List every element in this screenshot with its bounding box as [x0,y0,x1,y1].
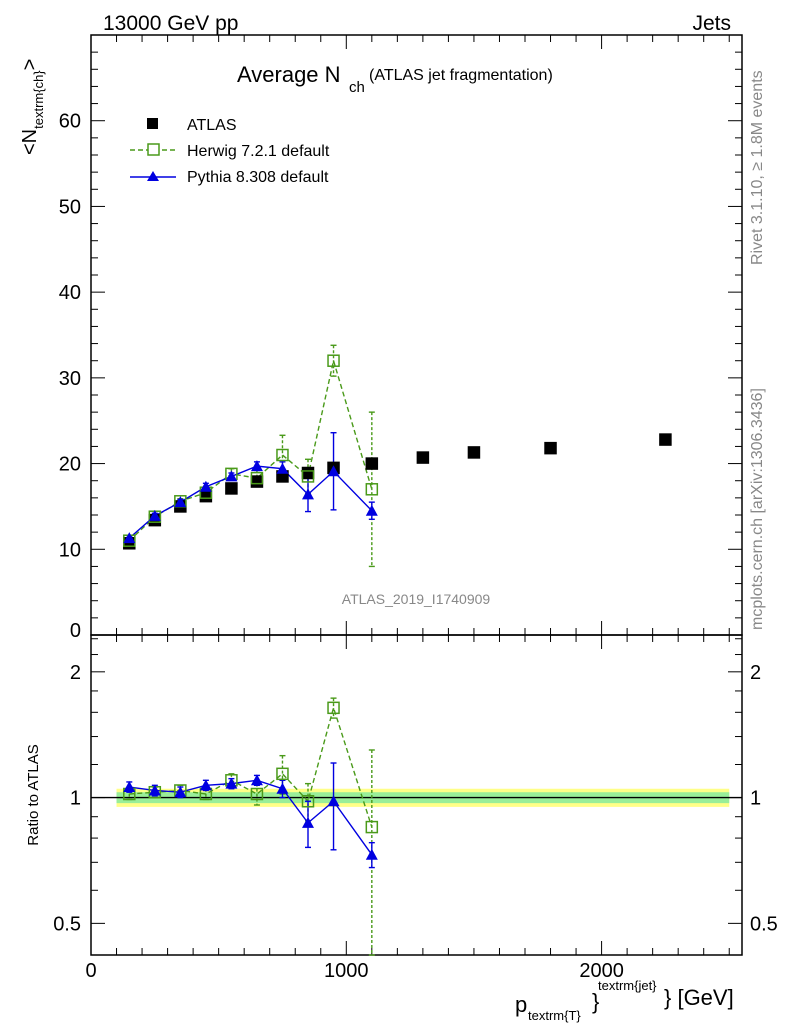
herwig-ratio-line [129,705,373,828]
herwig-point [301,470,315,483]
x-tick-label: 1000 [324,960,369,982]
atlas-point [301,466,315,480]
pythia-point [327,465,340,477]
title-extra: (ATLAS jet fragmentation) [369,67,553,84]
y-tick-label-main: 30 [59,368,81,390]
herwig-ratio-point [365,820,379,834]
ylabel-main-start: <N [19,129,41,155]
process-label: Jets [692,12,731,35]
herwig-ratio-point [301,795,315,808]
herwig-ratio-point [276,767,289,781]
axis-ticks: 0 1000 2000 10 20 30 40 50 60 0 0.5 0.5 1 1 2 2 [53,34,778,982]
pythia-point [174,496,187,508]
y-tick-label-main: 60 [59,111,81,133]
y-tick-label-ratio-right: 2 [750,662,761,684]
herwig-ratio-point [327,701,340,715]
y-axis-label-ratio: Ratio to ATLAS [25,744,42,845]
y-tick-label-ratio: 1 [70,788,81,810]
pythia-point [302,488,314,500]
legend: ATLAS Herwig 7.2.1 default Pythia 8.308 … [130,117,330,186]
legend-pythia-label: Pythia 8.308 default [187,169,329,186]
pythia-ratio-line [129,779,373,856]
legend-atlas-label: ATLAS [187,117,237,134]
title-sub: ch [349,79,365,96]
pythia-ratio-point [276,782,289,794]
ylabel-main-end: > [19,59,41,71]
pythia-ratio-point [250,774,263,786]
pythia-line [128,465,373,539]
herwig-point [276,448,289,462]
atlas-point [416,451,430,464]
x-tick-label: 2000 [579,960,624,982]
herwig-point [327,354,340,367]
y-tick-label-ratio: 0.5 [53,913,81,935]
pythia-point [148,509,161,521]
herwig-point [250,471,264,485]
y-tick-label-main: 10 [59,539,81,561]
herwig-point [365,483,379,496]
pythia-ratio-point [302,816,314,828]
ratio-plot-frame [90,634,743,956]
y-axis-label-main: <Ntextrm{ch}> [19,59,46,155]
y-tick-label-main: 50 [59,196,81,218]
atlas-point [544,441,557,455]
pythia-point [365,504,378,516]
legend-pythia-marker [147,171,159,181]
y-tick-label-ratio-right: 1 [750,788,761,810]
mcplots-label: mcplots.cern.ch [arXiv:1306.3436] [749,388,766,630]
plot-title: Average N ch (ATLAS jet fragmentation) [237,62,553,96]
legend-herwig-marker [147,143,160,156]
atlas-point [659,433,672,446]
x-axis-label: p textrm{T} } textrm{jet} } [GeV] [515,978,734,1023]
legend-herwig-label: Herwig 7.2.1 default [187,143,330,160]
rivet-label: Rivet 3.1.10, ≥ 1.8M events [749,70,766,265]
pythia-ratio-point [123,781,136,793]
xlabel-sub: textrm{T} [528,1008,581,1023]
pythia-point [199,480,212,492]
atlas-point [225,482,238,495]
pythia-ratio-point [148,784,161,796]
y-tick-label-main: 40 [59,282,81,304]
atlas-point [250,475,264,488]
pythia-point [123,532,136,544]
pythia-ratio-point [174,786,187,798]
y-tick-label-main: 20 [59,454,81,476]
svg-text:}: } [592,989,599,1014]
atlas-point [199,489,213,503]
ratio-uncertainty-band [91,788,742,807]
atlas-point [365,457,379,470]
y-tick-label-ratio-right: 0.5 [750,913,778,935]
xlabel-unit: } [GeV] [664,985,734,1010]
ylabel-main-sub: textrm{ch} [31,70,46,129]
pythia-point [225,470,238,482]
pythia-ratio-point [225,777,238,789]
xlabel-p: p [515,992,527,1017]
analysis-id: ATLAS_2019_I1740909 [342,591,491,607]
pythia-ratio-point [365,848,378,860]
pythia-point [276,462,289,474]
pythia-ratio-point [199,779,212,791]
legend-atlas-marker [147,118,158,129]
pythia-ratio-point [327,795,340,807]
y-tick-label-main: 0 [70,620,81,642]
collision-label: 13000 GeV pp [103,12,238,35]
herwig-line [128,357,373,542]
svg-text:<Ntextrm{ch}>: <Ntextrm{ch}> [19,59,46,155]
y-tick-label-ratio: 2 [70,662,81,684]
pythia-point [250,460,263,472]
atlas-point [467,446,481,459]
title-main: Average N [237,62,341,87]
herwig-ratio-point [250,787,264,801]
x-tick-label: 0 [85,960,96,982]
data-marks [123,344,672,956]
xlabel-sup: textrm{jet} [598,978,657,993]
